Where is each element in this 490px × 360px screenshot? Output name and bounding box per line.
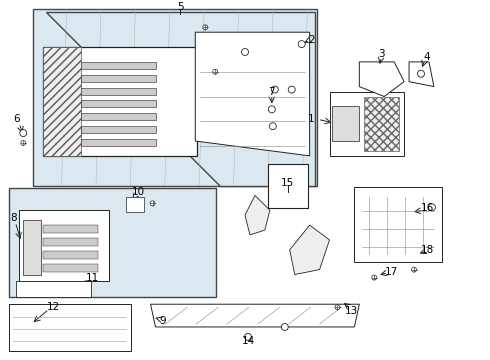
Text: 13: 13: [345, 306, 358, 316]
FancyBboxPatch shape: [354, 188, 442, 262]
Text: 15: 15: [281, 177, 294, 188]
FancyBboxPatch shape: [268, 164, 308, 208]
Text: 6: 6: [13, 114, 20, 124]
Circle shape: [335, 305, 340, 310]
Circle shape: [270, 123, 276, 130]
FancyBboxPatch shape: [329, 91, 404, 156]
FancyBboxPatch shape: [16, 282, 91, 297]
FancyBboxPatch shape: [43, 47, 197, 156]
Circle shape: [242, 49, 248, 55]
FancyBboxPatch shape: [9, 189, 216, 297]
Circle shape: [213, 69, 218, 74]
Polygon shape: [196, 32, 310, 156]
FancyBboxPatch shape: [33, 9, 317, 185]
FancyBboxPatch shape: [197, 57, 227, 136]
Bar: [23, 220, 41, 275]
Text: 5: 5: [177, 3, 184, 13]
Circle shape: [271, 86, 278, 93]
Bar: [43, 238, 98, 246]
Bar: [43, 47, 81, 156]
Text: 16: 16: [420, 203, 434, 213]
Polygon shape: [409, 62, 434, 87]
Bar: [81, 87, 155, 95]
Circle shape: [298, 41, 305, 48]
Circle shape: [428, 204, 436, 211]
Polygon shape: [46, 13, 315, 185]
Circle shape: [150, 201, 155, 206]
Bar: [81, 100, 155, 107]
FancyBboxPatch shape: [19, 210, 109, 282]
Circle shape: [417, 70, 424, 77]
Polygon shape: [290, 225, 329, 275]
Bar: [81, 75, 155, 82]
Circle shape: [412, 267, 416, 272]
Bar: [332, 107, 359, 141]
Bar: [81, 139, 155, 146]
Polygon shape: [9, 304, 131, 351]
Text: 1: 1: [308, 114, 315, 124]
Text: 14: 14: [242, 336, 255, 346]
Text: 10: 10: [132, 188, 145, 197]
Circle shape: [372, 275, 377, 280]
Text: 9: 9: [159, 316, 166, 326]
Text: 18: 18: [420, 245, 434, 255]
Circle shape: [203, 25, 208, 30]
Circle shape: [20, 130, 27, 136]
Circle shape: [21, 140, 26, 145]
Text: 2: 2: [308, 35, 315, 45]
Polygon shape: [150, 304, 359, 327]
Circle shape: [245, 333, 251, 340]
Text: 4: 4: [424, 52, 430, 62]
Text: 11: 11: [86, 273, 99, 283]
Text: 7: 7: [269, 86, 275, 96]
Bar: [43, 225, 98, 233]
Polygon shape: [245, 195, 270, 235]
Polygon shape: [359, 62, 404, 96]
Bar: [43, 264, 98, 271]
Text: 3: 3: [378, 49, 385, 59]
Bar: [365, 96, 399, 151]
Text: 17: 17: [385, 266, 398, 276]
Bar: [43, 251, 98, 259]
Bar: [81, 126, 155, 133]
Circle shape: [281, 324, 288, 330]
Circle shape: [288, 86, 295, 93]
Text: 12: 12: [47, 302, 60, 312]
Text: 8: 8: [10, 213, 17, 223]
Bar: [81, 62, 155, 69]
FancyBboxPatch shape: [262, 87, 284, 141]
FancyBboxPatch shape: [125, 197, 144, 212]
Bar: [81, 113, 155, 120]
Circle shape: [269, 106, 275, 113]
